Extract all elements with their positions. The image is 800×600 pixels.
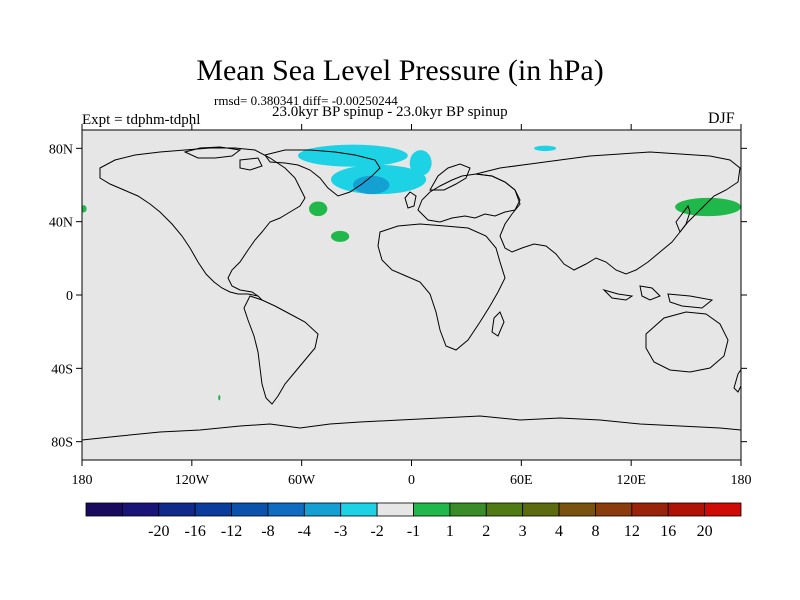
y-tick-label: 0 <box>66 289 73 304</box>
anomaly-region-8 <box>82 205 87 213</box>
x-tick-label: 0 <box>408 473 415 488</box>
experiment-label: Expt = tdphm-tdphl <box>82 112 201 128</box>
anomaly-region-4 <box>352 175 390 195</box>
colorbar-swatch <box>231 502 269 517</box>
colorbar-swatch <box>303 502 342 517</box>
colorbar-swatch <box>267 502 305 517</box>
colorbar-swatch <box>449 502 487 517</box>
colorbar-swatch <box>158 502 196 517</box>
coastline-indonesia <box>602 285 714 309</box>
season-label: DJF <box>708 110 735 127</box>
x-tick-label: 60W <box>288 473 316 488</box>
coastline-japan <box>675 204 691 234</box>
coastline-uk <box>404 191 417 209</box>
colorbar-swatch <box>667 502 706 517</box>
colorbar-swatch <box>558 502 596 517</box>
anomaly-region-6 <box>330 230 350 242</box>
y-tick-label: 80S <box>51 436 73 451</box>
colorbar-label: -4 <box>298 523 311 540</box>
colorbar-swatch <box>376 502 414 517</box>
anomaly-region-9 <box>218 394 221 401</box>
coastline-north-america <box>99 147 306 301</box>
chart-subtitle: 23.0kyr BP spinup - 23.0kyr BP spinup <box>272 104 508 120</box>
coastline-antarctica <box>82 415 741 441</box>
x-tick-label: 180 <box>72 473 93 488</box>
coastlines <box>82 146 741 441</box>
stats-text: rmsd= 0.380341 diff= -0.00250244 <box>214 93 398 108</box>
colorbar-swatch <box>194 502 232 517</box>
colorbar-label: -20 <box>148 523 169 540</box>
y-tick-label: 40N <box>49 216 73 231</box>
colorbar-label: -8 <box>261 523 274 540</box>
anomaly-region-5 <box>308 201 328 217</box>
coastline-south-america <box>243 295 319 405</box>
colorbar-label: 2 <box>482 523 490 540</box>
colorbar-swatch <box>121 502 160 517</box>
colorbar-label: 1 <box>446 523 454 540</box>
coastline-europe <box>417 173 521 223</box>
x-tick-label: 180 <box>731 473 752 488</box>
x-tick-label: 60E <box>510 473 533 488</box>
colorbar-label: 20 <box>697 523 713 540</box>
colorbar-swatch <box>413 502 451 517</box>
colorbar-swatch <box>522 502 560 517</box>
anomaly-regions <box>82 144 741 401</box>
coastline-asia <box>475 151 741 275</box>
chart-title: Mean Sea Level Pressure (in hPa) <box>196 54 604 87</box>
coastline-scandinavia <box>429 163 471 191</box>
colorbar-label: 16 <box>660 523 676 540</box>
y-tick-label: 40S <box>51 362 73 377</box>
colorbar-label: -2 <box>370 523 383 540</box>
colorbar-label: -16 <box>185 523 206 540</box>
coastline-arctic-islands <box>183 146 263 171</box>
colorbar-label: 12 <box>624 523 640 540</box>
anomaly-region-7 <box>675 197 741 217</box>
anomaly-region-0 <box>298 144 408 167</box>
y-axis: 80N 40N 0 40S 80S <box>49 142 747 451</box>
x-axis: 180 120W 60W 0 60E 120E 180 <box>72 124 752 488</box>
coastline-new-zealand <box>733 368 741 393</box>
coastline-madagascar <box>491 311 505 337</box>
colorbar-label: -1 <box>407 523 420 540</box>
coastline-greenland <box>264 149 381 197</box>
colorbar-swatch <box>631 502 669 517</box>
x-tick-label: 120E <box>616 473 646 488</box>
colorbar-swatch <box>340 502 378 517</box>
colorbar-swatch <box>595 502 633 517</box>
colorbar-label: -3 <box>334 523 347 540</box>
colorbar-label: -12 <box>221 523 242 540</box>
anomaly-region-3 <box>534 145 557 152</box>
colorbar-swatch <box>85 502 123 517</box>
colorbar-swatch <box>704 502 742 517</box>
anomaly-region-2 <box>409 150 432 176</box>
y-tick-label: 80N <box>49 142 73 157</box>
colorbar-label: 8 <box>591 523 599 540</box>
colorbar-swatch <box>485 502 524 517</box>
colorbar-label: 3 <box>519 523 527 540</box>
coastline-africa <box>377 223 506 351</box>
colorbar-label: 4 <box>555 523 563 540</box>
colorbar: -20 -16 -12 -8 -4 -3 -2 -1 1 2 3 4 8 12 16 20 <box>85 502 742 540</box>
coastline-australia <box>645 311 729 373</box>
x-tick-label: 120W <box>175 473 210 488</box>
